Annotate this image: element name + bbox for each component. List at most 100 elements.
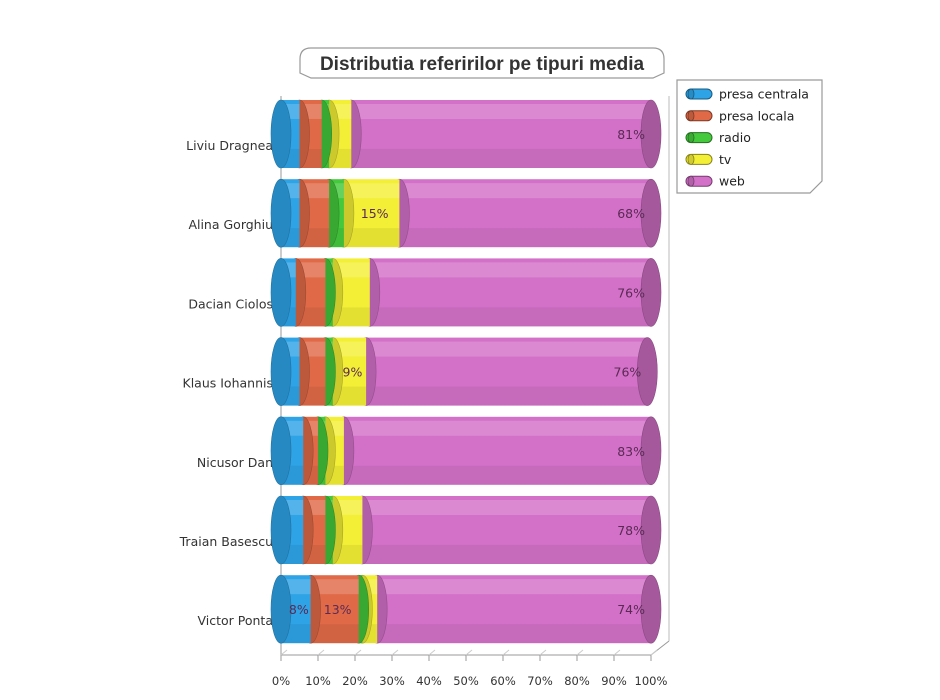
chart-title-box: Distributia referirilor pe tipuri media <box>299 47 665 79</box>
segment-highlight <box>399 183 651 199</box>
x-tick-depth <box>428 649 436 656</box>
bar-row-liviu-dragnea <box>270 99 662 169</box>
segment-body <box>343 416 651 485</box>
segment-shadow <box>399 228 651 248</box>
segment-body <box>369 258 651 327</box>
x-tick-label: 90% <box>601 674 627 688</box>
segment-shadow <box>351 148 651 168</box>
bar-end-cap <box>640 99 662 169</box>
bar-segment-presa-centrala <box>270 337 300 406</box>
legend-swatch-cap <box>687 110 695 122</box>
labels-layer: 81% 15% 68% 76% 9% 76% 83% 78% 8% 13% 74% <box>289 127 645 617</box>
legend-label: web <box>719 174 745 189</box>
segment-highlight <box>343 183 400 199</box>
category-label: Alina Gorghiu <box>188 217 273 232</box>
x-tick-label: 40% <box>416 674 442 688</box>
bar-end-cap <box>640 416 662 486</box>
segment-cap <box>270 337 292 406</box>
segment-highlight <box>369 262 651 278</box>
segment-shadow <box>310 624 359 644</box>
data-label-web: 76% <box>614 365 642 380</box>
legend-label: presa locala <box>719 108 794 123</box>
bar-segment-web <box>333 416 651 486</box>
bar-segment-presa-locala <box>289 337 326 406</box>
bar-segment-web <box>389 178 651 248</box>
segment-body <box>377 575 651 644</box>
legend-swatch-cap <box>687 175 695 187</box>
legend-label: presa centrala <box>719 87 809 102</box>
bar-end-cap <box>640 495 662 565</box>
data-label-tv: 9% <box>343 365 363 380</box>
x-tick-label: 30% <box>379 674 405 688</box>
category-label: Klaus Iohannis <box>183 376 274 391</box>
segment-body <box>351 100 651 168</box>
legend-swatch-cap <box>687 153 695 165</box>
legend-item-presa-locala: presa locala <box>685 108 794 123</box>
data-label-presa-centrala: 8% <box>289 602 309 617</box>
bar-segment-presa-centrala <box>270 574 311 644</box>
data-label-web: 68% <box>617 206 645 221</box>
bar-row-dacian-ciolos <box>270 258 662 327</box>
bar-row-nicusor-dan <box>270 416 662 486</box>
segment-highlight <box>310 579 359 595</box>
segment-cap <box>270 258 292 327</box>
bar-row-victor-ponta <box>270 574 662 644</box>
bar-end-cap <box>640 258 662 327</box>
legend-box <box>676 79 823 194</box>
bar-row-traian-basescu <box>270 495 662 565</box>
data-label-web: 76% <box>617 285 645 300</box>
segment-shadow <box>366 386 648 406</box>
bar-segment-web <box>352 495 651 565</box>
category-label: Liviu Dragnea <box>186 138 273 153</box>
segment-highlight <box>343 420 651 436</box>
segment-cap <box>270 416 292 486</box>
bars-layer <box>270 99 662 644</box>
bar-segment-tv <box>322 337 367 406</box>
data-label-web: 78% <box>617 523 645 538</box>
data-label-web: 74% <box>617 602 645 617</box>
bar-segment-presa-centrala <box>270 178 300 248</box>
segment-body <box>362 496 651 564</box>
data-label-web: 83% <box>617 444 645 459</box>
axis-layer: 0% 10% 20% 30% 40% 50% 60% 70% 80% 90% 100% Liviu D… <box>179 96 670 688</box>
x-tick-depth <box>465 649 473 656</box>
segment-highlight <box>366 341 648 357</box>
legend-item-tv: tv <box>685 152 732 167</box>
bar-end-cap <box>640 178 662 248</box>
chart-title: Distributia referirilor pe tipuri media <box>320 54 645 75</box>
segment-shadow <box>369 307 651 327</box>
legend-swatch-cap <box>687 132 695 144</box>
x-tick-label: 10% <box>305 674 331 688</box>
bar-row-alina-gorghiu <box>270 178 662 248</box>
x-tick-depth <box>391 649 399 656</box>
segment-cap <box>270 178 292 248</box>
x-tick-label: 100% <box>635 674 668 688</box>
x-tick-depth <box>280 649 288 656</box>
segment-shadow <box>377 624 651 644</box>
segment-shadow <box>332 307 370 327</box>
bar-segment-presa-centrala <box>270 495 304 565</box>
category-label: Nicusor Dan <box>197 455 273 470</box>
bar-segment-web <box>359 258 651 327</box>
legend-item-presa-centrala: presa centrala <box>685 87 809 102</box>
bar-end-cap <box>636 337 658 406</box>
category-label: Dacian Ciolos <box>188 296 273 311</box>
bar-row-klaus-iohannis <box>270 337 658 406</box>
segment-highlight <box>351 104 651 119</box>
category-label: Traian Basescu <box>179 534 273 549</box>
segment-highlight <box>362 500 651 515</box>
legend-item-radio: radio <box>685 130 751 145</box>
bar-segment-web <box>340 99 651 169</box>
x-tick-label: 60% <box>490 674 516 688</box>
segment-shadow <box>343 465 651 485</box>
data-label-tv: 15% <box>361 206 389 221</box>
data-label-presa-locala: 13% <box>324 602 352 617</box>
x-tick-label: 50% <box>453 674 479 688</box>
bar-segment-presa-centrala <box>270 416 304 486</box>
segment-body <box>399 179 651 248</box>
segment-shadow <box>343 228 400 248</box>
bar-segment-presa-centrala <box>270 258 296 327</box>
segment-cap <box>270 574 292 644</box>
x-tick-depth <box>354 649 362 656</box>
